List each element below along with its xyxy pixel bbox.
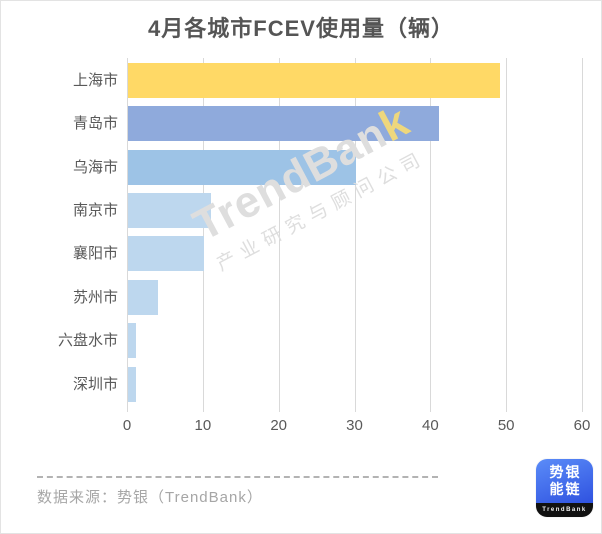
bar-乌海市 bbox=[128, 149, 356, 185]
x-tick-label: 20 bbox=[270, 417, 287, 434]
bar-六盘水市 bbox=[128, 323, 136, 359]
gridline bbox=[278, 58, 280, 412]
bar-襄阳市 bbox=[128, 236, 204, 272]
category-label: 六盘水市 bbox=[57, 332, 118, 350]
category-label: 上海市 bbox=[72, 71, 118, 89]
gridline bbox=[354, 58, 356, 412]
bar-南京市 bbox=[128, 193, 212, 228]
x-tick-label: 60 bbox=[573, 417, 591, 434]
gridline bbox=[506, 58, 508, 412]
data-source-text: 数据来源：势银（TrendBank） bbox=[37, 489, 263, 506]
gridline bbox=[430, 58, 432, 412]
trendbank-logo-chinese: 势银 能链 bbox=[536, 459, 593, 503]
x-axis: 0 10 20 30 40 50 60 bbox=[123, 417, 591, 437]
trendbank-logo-line2: 能链 bbox=[549, 481, 582, 497]
x-tick-label: 40 bbox=[421, 417, 439, 434]
bar-青岛市 bbox=[128, 106, 439, 142]
plot-area bbox=[127, 58, 583, 412]
x-tick-label: 50 bbox=[497, 417, 515, 434]
category-label: 南京市 bbox=[72, 202, 118, 219]
category-labels: 上海市青岛市乌海市南京市襄阳市苏州市六盘水市深圳市 bbox=[1, 58, 118, 412]
gridline bbox=[202, 58, 204, 412]
x-tick-label: 30 bbox=[346, 417, 363, 434]
trendbank-logo-caption: TrendBank bbox=[536, 503, 593, 517]
x-tick-label: 0 bbox=[122, 417, 132, 434]
x-tick-label: 10 bbox=[194, 417, 212, 434]
category-label: 乌海市 bbox=[72, 158, 118, 176]
bar-深圳市 bbox=[128, 366, 136, 402]
category-label: 深圳市 bbox=[72, 375, 118, 393]
trendbank-logo-line1: 势银 bbox=[549, 463, 582, 480]
bar-上海市 bbox=[128, 62, 500, 98]
footer-separator bbox=[37, 476, 438, 478]
category-label: 苏州市 bbox=[72, 288, 118, 306]
category-label: 青岛市 bbox=[72, 115, 118, 133]
gridline bbox=[127, 58, 128, 412]
chart-title: 4月各城市FCEV使用量（辆） bbox=[148, 16, 454, 41]
gridline bbox=[582, 58, 583, 412]
bar-苏州市 bbox=[128, 279, 159, 315]
trendbank-logo: 势银 能链 TrendBank bbox=[536, 459, 593, 517]
category-label: 襄阳市 bbox=[72, 245, 118, 263]
